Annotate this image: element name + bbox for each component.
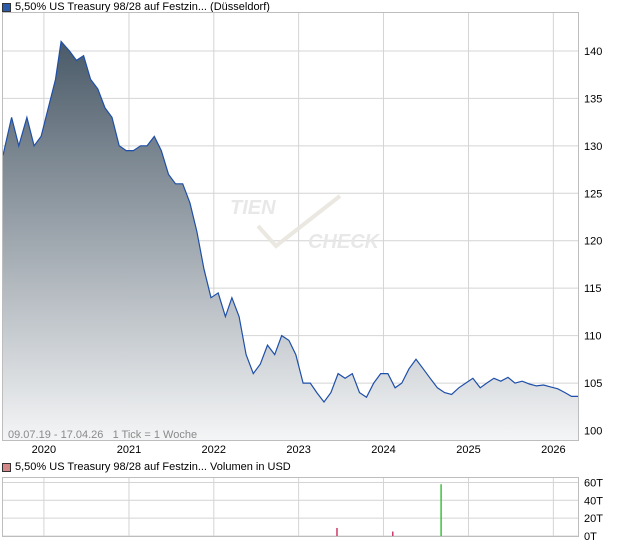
x-tick-label: 2020 [32, 444, 56, 456]
x-axis: 2020 2021 2022 2023 2024 2025 2026 [32, 444, 566, 456]
volume-tick-label: 40T [584, 495, 603, 507]
price-legend-label: 5,50% US Treasury 98/28 auf Festzin... (… [15, 1, 270, 13]
volume-tick-label: 0T [584, 531, 597, 543]
volume-bars [336, 484, 442, 536]
price-plot: TIEN CHECK 100 105 110 115 120 125 130 135 140 0… [2, 12, 602, 441]
volume-bar [336, 527, 338, 536]
watermark-line2: CHECK [308, 231, 381, 253]
x-tick-label: 2021 [117, 444, 141, 456]
price-area [3, 41, 578, 440]
volume-plot-frame [2, 477, 579, 537]
watermark-check-icon [256, 194, 342, 249]
volume-tick-label: 60T [584, 477, 603, 489]
price-line [2, 40, 578, 404]
y-tick-label: 120 [584, 236, 602, 248]
x-tick-label: 2023 [286, 444, 310, 456]
y-tick-label: 105 [584, 378, 602, 390]
volume-y-axis: 0T 20T 40T 60T [584, 477, 603, 543]
volume-legend: 5,50% US Treasury 98/28 auf Festzin... V… [2, 461, 291, 473]
x-tick-label: 2022 [202, 444, 226, 456]
y-tick-label: 135 [584, 93, 602, 105]
watermark-line1: TIEN [230, 197, 276, 219]
volume-legend-swatch [2, 462, 11, 472]
price-plot-frame [2, 12, 579, 441]
y-tick-label: 115 [584, 283, 602, 295]
y-tick-label: 130 [584, 141, 602, 153]
price-legend-swatch [2, 2, 11, 12]
volume-plot: 0T 20T 40T 60T [2, 477, 603, 543]
volume-bar [392, 531, 394, 536]
y-tick-label: 110 [584, 331, 602, 343]
x-tick-label: 2026 [541, 444, 565, 456]
y-tick-label: 100 [584, 426, 602, 438]
x-tick-label: 2024 [371, 444, 395, 456]
volume-gridlines [3, 478, 578, 537]
date-range-note: 09.07.19 - 17.04.26 1 Tick = 1 Woche [8, 429, 197, 441]
volume-tick-label: 20T [584, 513, 603, 525]
volume-legend-label: 5,50% US Treasury 98/28 auf Festzin... V… [15, 461, 291, 473]
watermark: TIEN CHECK [230, 194, 381, 253]
volume-bar [440, 484, 442, 536]
price-legend: 5,50% US Treasury 98/28 auf Festzin... (… [2, 1, 270, 13]
y-tick-label: 125 [584, 188, 602, 200]
price-y-axis: 100 105 110 115 120 125 130 135 140 [584, 46, 602, 438]
x-tick-label: 2025 [456, 444, 480, 456]
y-tick-label: 140 [584, 46, 602, 58]
